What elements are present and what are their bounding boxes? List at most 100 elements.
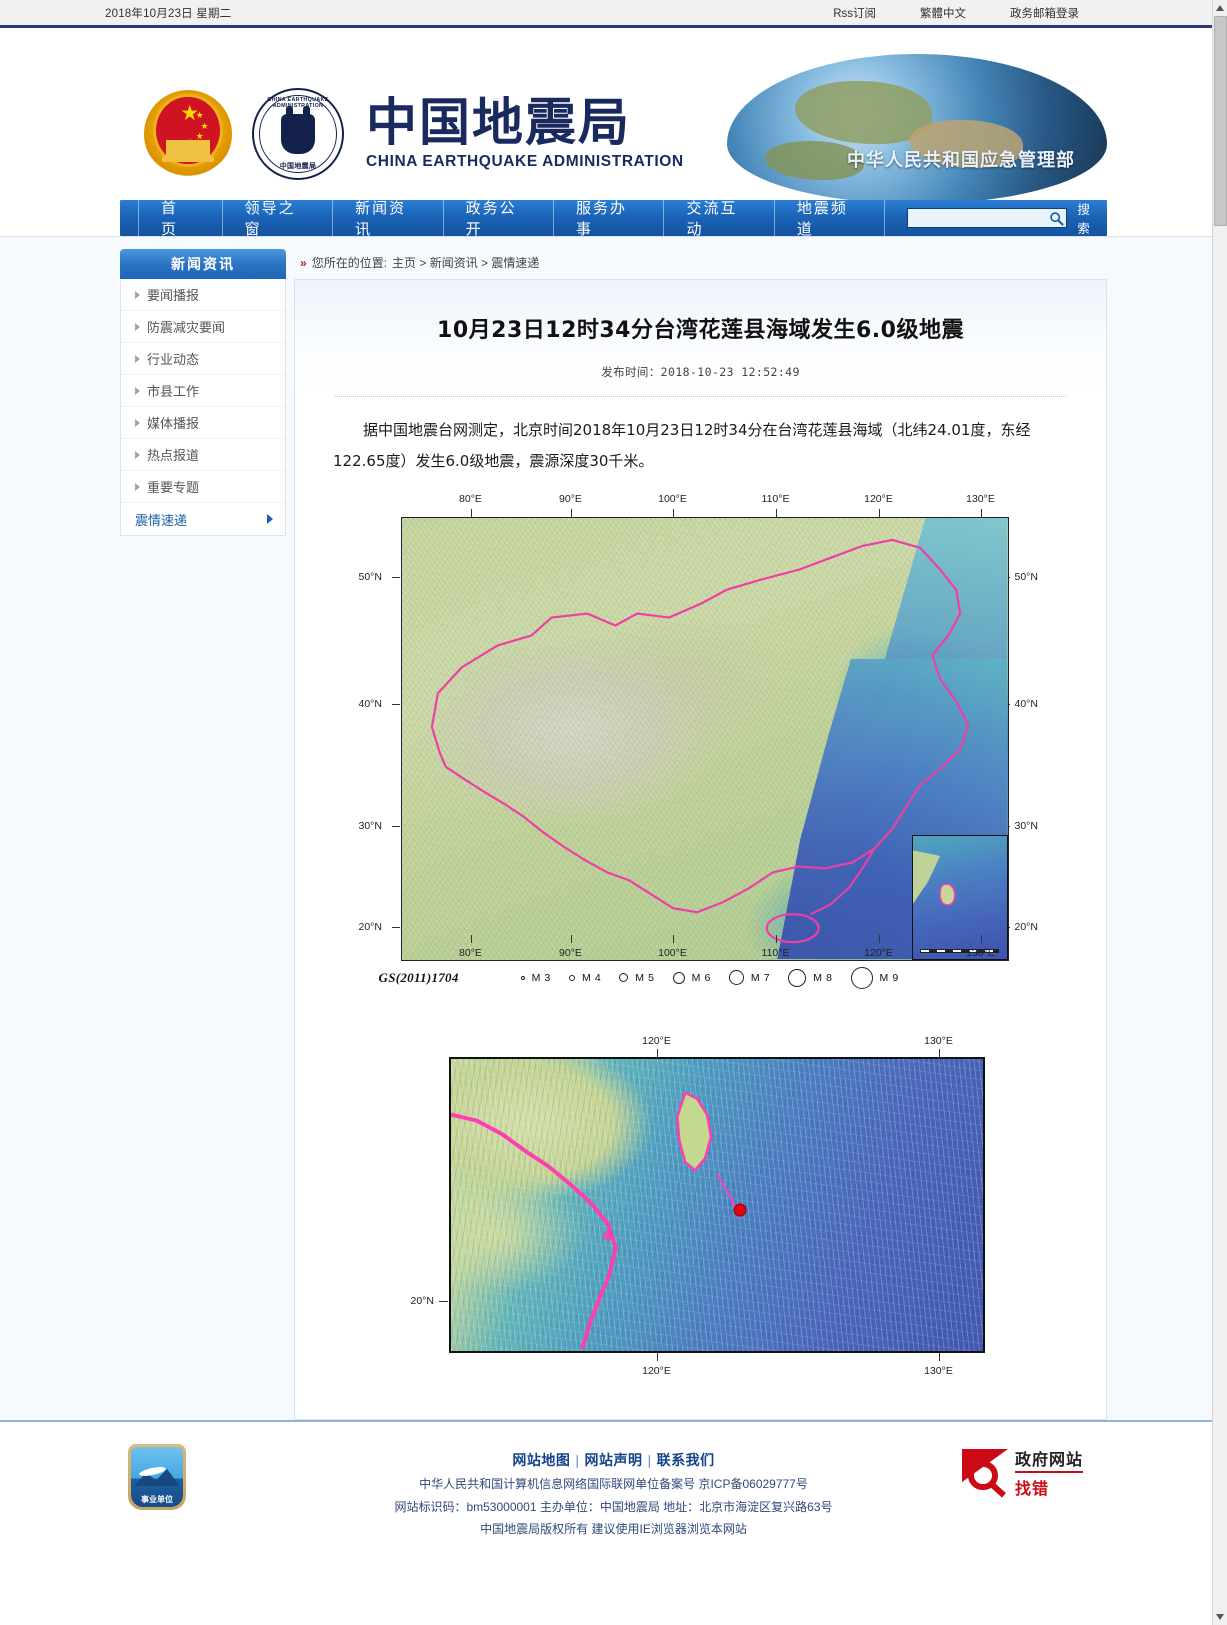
magnitude-circle-icon [728, 970, 744, 985]
chevron-right-icon [135, 482, 140, 491]
map2-xtick-top-1: 130°E [924, 1034, 953, 1047]
legend-label: M 3 [531, 971, 551, 984]
seal-english-text: CHINA EARTHQUAKE ADMINISTRATION [267, 97, 329, 109]
globe-landmass-2 [909, 120, 1024, 168]
org-name-cn: 中国地震局 [366, 94, 632, 154]
sidebar-item-label: 重要专题 [147, 480, 200, 495]
map1-xtick-bot-5: 130°E [966, 946, 995, 959]
footer-center: 网站地图 | 网站声明 | 联系我们 中华人民共和国计算机信息网络国际联网单位备案号 京… [394, 1448, 832, 1540]
map-approval-code: GS(2011)1704 [378, 969, 459, 985]
legend-item-m4: M 4 [568, 972, 601, 984]
map1-ytick-left-1: 40°N [358, 697, 382, 710]
search-label[interactable]: 搜 索 [1077, 203, 1093, 236]
scroll-up-icon[interactable] [1216, 5, 1224, 11]
page-scrollbar[interactable] [1212, 0, 1227, 1625]
breadcrumb-prefix: 您所在的位置: [311, 256, 388, 270]
map1-tickmark [391, 703, 400, 705]
nav-item-news[interactable]: 新闻资讯 [333, 200, 444, 238]
map2-coastline [450, 1059, 983, 1351]
breadcrumb-trail[interactable]: 主页 > 新闻资讯 > 震情速递 [392, 256, 540, 270]
sidebar-item-fangzhen[interactable]: 防震减灾要闻 [121, 311, 285, 343]
sidebar-item-shixian[interactable]: 市县工作 [121, 375, 285, 407]
map1-tickmark [980, 934, 982, 943]
nav-item-services[interactable]: 服务办事 [554, 200, 665, 238]
rss-link[interactable]: Rss订阅 [833, 7, 876, 20]
legend-item-m8: M 8 [788, 968, 833, 987]
traditional-chinese-link[interactable]: 繁體中文 [920, 7, 966, 20]
content-area: » 您所在的位置: 主页 > 新闻资讯 > 震情速递 10月23日12时34分台… [294, 249, 1107, 1420]
gov-badge-line2: 找错 [1014, 1480, 1049, 1498]
site-statement-link[interactable]: 网站声明 [584, 1451, 643, 1468]
cea-seal-icon: CHINA EARTHQUAKE ADMINISTRATION 中国地震局 [252, 88, 344, 180]
map2-plot-area [448, 1056, 985, 1353]
footer-line-1: 中华人民共和国计算机信息网络国际联网单位备案号 京ICP备06029777号 [419, 1477, 808, 1492]
map2-tickmark [656, 1352, 658, 1361]
nav-item-channel[interactable]: 地震频道 [775, 200, 886, 238]
map1-xtick-top-2: 100°E [658, 492, 687, 505]
sidebar-title: 新闻资讯 [120, 249, 286, 279]
map1-tickmark [570, 934, 572, 943]
sidebar-item-label: 热点报道 [147, 448, 200, 463]
publish-time-value: 2018-10-23 12:52:49 [660, 365, 800, 379]
sidebar-item-zhenqing[interactable]: 震情速递 [121, 503, 285, 535]
page-body: 新闻资讯 要闻播报 防震减灾要闻 行业动态 市县工作 [0, 236, 1227, 1420]
breadcrumb-arrow-icon: » [300, 255, 307, 270]
map2-ytick-left-0: 20°N [410, 1294, 434, 1307]
magnitude-circle-icon [619, 973, 629, 982]
search-box [907, 208, 1068, 228]
sidebar-item-yaowen[interactable]: 要闻播报 [121, 279, 285, 311]
contact-us-link[interactable]: 联系我们 [656, 1451, 715, 1468]
current-date: 2018年10月23日 星期二 [105, 7, 232, 20]
footer-separator: | [647, 1451, 652, 1468]
sidebar-item-meiti[interactable]: 媒体播报 [121, 407, 285, 439]
wordmark: 中国地震局 CHINA EARTHQUAKE ADMINISTRATION [366, 97, 684, 171]
scrollbar-thumb[interactable] [1214, 16, 1227, 226]
gov-site-report-badge[interactable]: 政府网站 找错 [961, 1446, 1083, 1499]
map1-tickmark [391, 576, 400, 578]
magnitude-circle-icon [850, 966, 873, 989]
gov-badge-text: 政府网站 找错 [1014, 1446, 1083, 1499]
footer-links: 网站地图 | 网站声明 | 联系我们 [394, 1448, 832, 1474]
map1-tickmark [775, 508, 777, 517]
map1-xtick-bot-4: 120°E [864, 946, 893, 959]
sidebar-item-redian[interactable]: 热点报道 [121, 439, 285, 471]
map1-ytick-right-0: 50°N [1014, 570, 1038, 583]
map1-plot-area [400, 516, 1009, 961]
map1-legend: GS(2011)1704 M 3 M 4 [378, 966, 1019, 989]
map1-tickmark [672, 508, 674, 517]
map1-xtick-bot-2: 100°E [658, 946, 687, 959]
legend-item-m6: M 6 [672, 971, 711, 984]
site-footer: 事业单位 网站地图 | 网站声明 | 联系我们 中华人民共和国计算机信息网络国际联网单位… [0, 1419, 1227, 1580]
seal-chinese-text: 中国地震局 [279, 163, 317, 170]
magnitude-circle-icon [788, 968, 807, 987]
legend-item-m9: M 9 [850, 966, 899, 989]
sidebar-item-hangye[interactable]: 行业动态 [121, 343, 285, 375]
gov-mail-login-link[interactable]: 政务邮箱登录 [1010, 7, 1079, 20]
sidebar-item-zhuanti[interactable]: 重要专题 [121, 471, 285, 503]
map1-ytick-left-2: 30°N [358, 819, 382, 832]
footer-inner: 事业单位 网站地图 | 网站声明 | 联系我们 中华人民共和国计算机信息网络国际联网单位… [120, 1422, 1107, 1540]
map1-tickmark [570, 508, 572, 517]
sitemap-link[interactable]: 网站地图 [512, 1451, 571, 1468]
map2-xtick-bot-1: 130°E [924, 1364, 953, 1377]
search-icon[interactable] [1048, 210, 1065, 226]
scroll-down-icon[interactable] [1216, 1614, 1224, 1620]
nav-item-leaders[interactable]: 领导之窗 [223, 200, 334, 238]
site-logo[interactable]: ★ ★ ★ ★ ★ CHINA EARTHQUAKE ADMINISTRATIO… [140, 86, 684, 182]
chevron-right-icon [135, 450, 140, 459]
map1-xtick-top-1: 90°E [559, 492, 582, 505]
nav-item-exchange[interactable]: 交流互动 [664, 200, 775, 238]
inset-scale-bar [920, 948, 999, 953]
map1-tickmark [878, 934, 880, 943]
map1-tickmark [878, 508, 880, 517]
nav-item-home[interactable]: 首 页 [138, 200, 223, 238]
nav-item-affairs[interactable]: 政务公开 [444, 200, 555, 238]
search-input[interactable] [907, 208, 1068, 228]
chevron-right-icon [135, 418, 140, 427]
map1-tickmark [391, 926, 400, 928]
magnitude-legend-list: M 3 M 4 M 5 [520, 966, 917, 989]
public-institution-badge: 事业单位 [128, 1443, 186, 1510]
sidebar-item-label: 震情速递 [135, 512, 188, 528]
legend-label: M 8 [813, 971, 833, 984]
map1-ytick-right-3: 20°N [1014, 920, 1038, 933]
